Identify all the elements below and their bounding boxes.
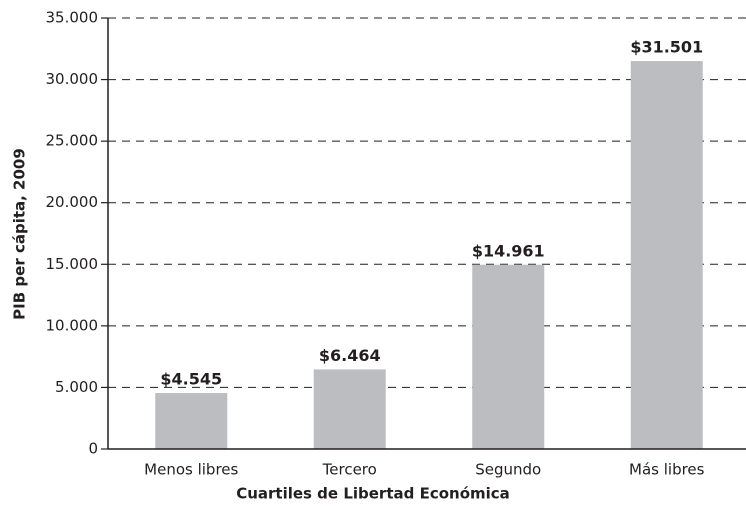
bar bbox=[472, 264, 545, 449]
y-tick-label: 30.000 bbox=[46, 70, 99, 88]
y-tick-label: 15.000 bbox=[46, 255, 99, 273]
y-tick-label: 10.000 bbox=[46, 316, 99, 334]
y-tick-label: 0 bbox=[88, 440, 98, 458]
bar bbox=[155, 393, 228, 449]
y-tick-label: 35.000 bbox=[46, 9, 99, 27]
value-label: $14.961 bbox=[472, 241, 545, 260]
x-tick-label: Menos libres bbox=[144, 461, 238, 479]
value-label: $6.464 bbox=[319, 346, 381, 365]
bar bbox=[630, 61, 703, 450]
y-axis-label: PIB per cápita, 2009 bbox=[11, 148, 29, 320]
y-tick-label: 25.000 bbox=[46, 132, 99, 150]
value-label: $31.501 bbox=[630, 38, 703, 57]
x-tick-label: Tercero bbox=[322, 461, 377, 479]
y-tick-label: 5.000 bbox=[55, 378, 98, 396]
bar bbox=[313, 369, 386, 449]
x-axis-label: Cuartiles de Libertad Económica bbox=[236, 485, 510, 503]
value-label: $4.545 bbox=[160, 370, 222, 389]
x-tick-label: Más libres bbox=[629, 461, 705, 479]
y-tick-label: 20.000 bbox=[46, 193, 99, 211]
x-tick-label: Segundo bbox=[475, 461, 541, 479]
